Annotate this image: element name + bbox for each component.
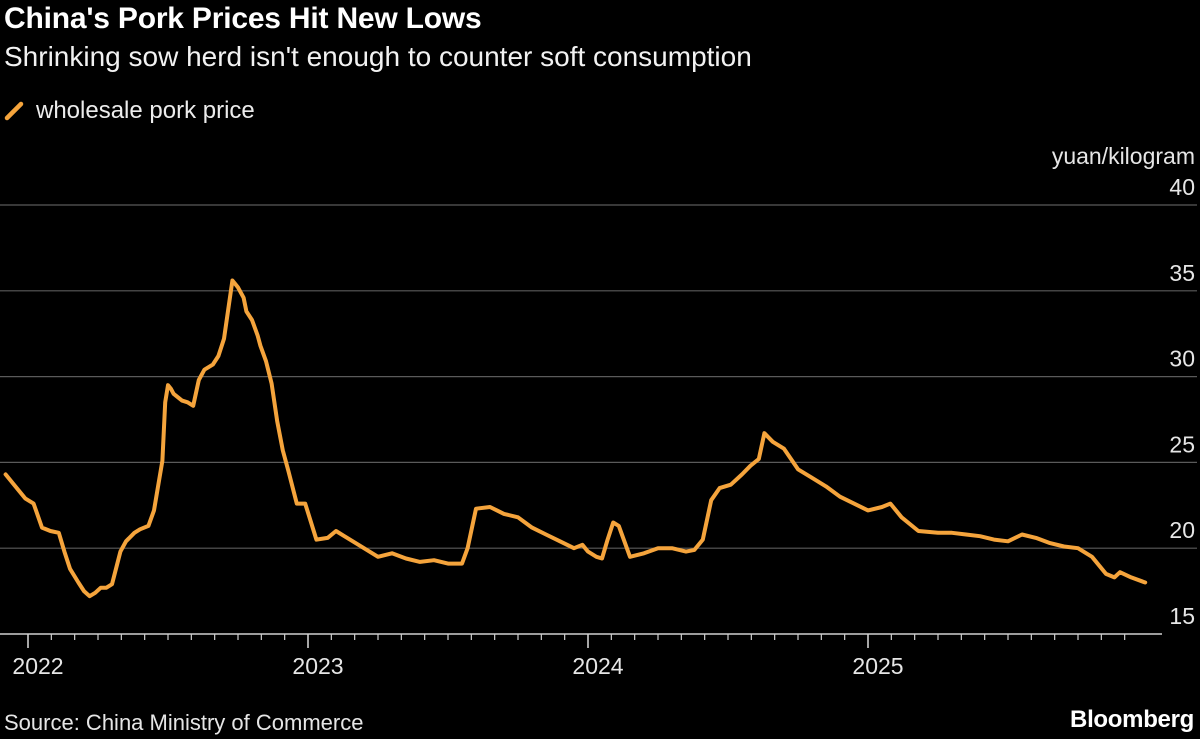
legend: wholesale pork price (4, 97, 255, 125)
series-line-wholesale-pork-price (3, 278, 1148, 599)
y-tick-label-15: 15 (1169, 603, 1195, 629)
x-tick-label-2025: 2025 (852, 653, 903, 679)
x-tick-label-2023: 2023 (292, 653, 343, 679)
chart-title: China's Pork Prices Hit New Lows (4, 2, 482, 35)
legend-line-icon (4, 100, 26, 122)
y-tick-label-30: 30 (1169, 346, 1195, 372)
x-tick-label-2022: 2022 (12, 653, 63, 679)
y-axis: 15 20 25 30 35 40 (1169, 174, 1195, 629)
x-axis: 2022 2023 2024 2025 (0, 633, 1162, 679)
bloomberg-logo: Bloomberg (1070, 706, 1194, 733)
source-note: Source: China Ministry of Commerce (4, 710, 364, 735)
y-tick-label-40: 40 (1169, 174, 1195, 200)
y-axis-label: yuan/kilogram (1052, 143, 1195, 169)
x-tick-label-2024: 2024 (572, 653, 623, 679)
legend-label: wholesale pork price (36, 97, 255, 124)
y-tick-label-20: 20 (1169, 517, 1195, 543)
grid-lines (0, 204, 1197, 549)
chart-subtitle: Shrinking sow herd isn't enough to count… (4, 41, 752, 72)
series-layer (3, 278, 1148, 599)
y-tick-label-25: 25 (1169, 431, 1195, 457)
y-tick-label-35: 35 (1169, 260, 1195, 286)
